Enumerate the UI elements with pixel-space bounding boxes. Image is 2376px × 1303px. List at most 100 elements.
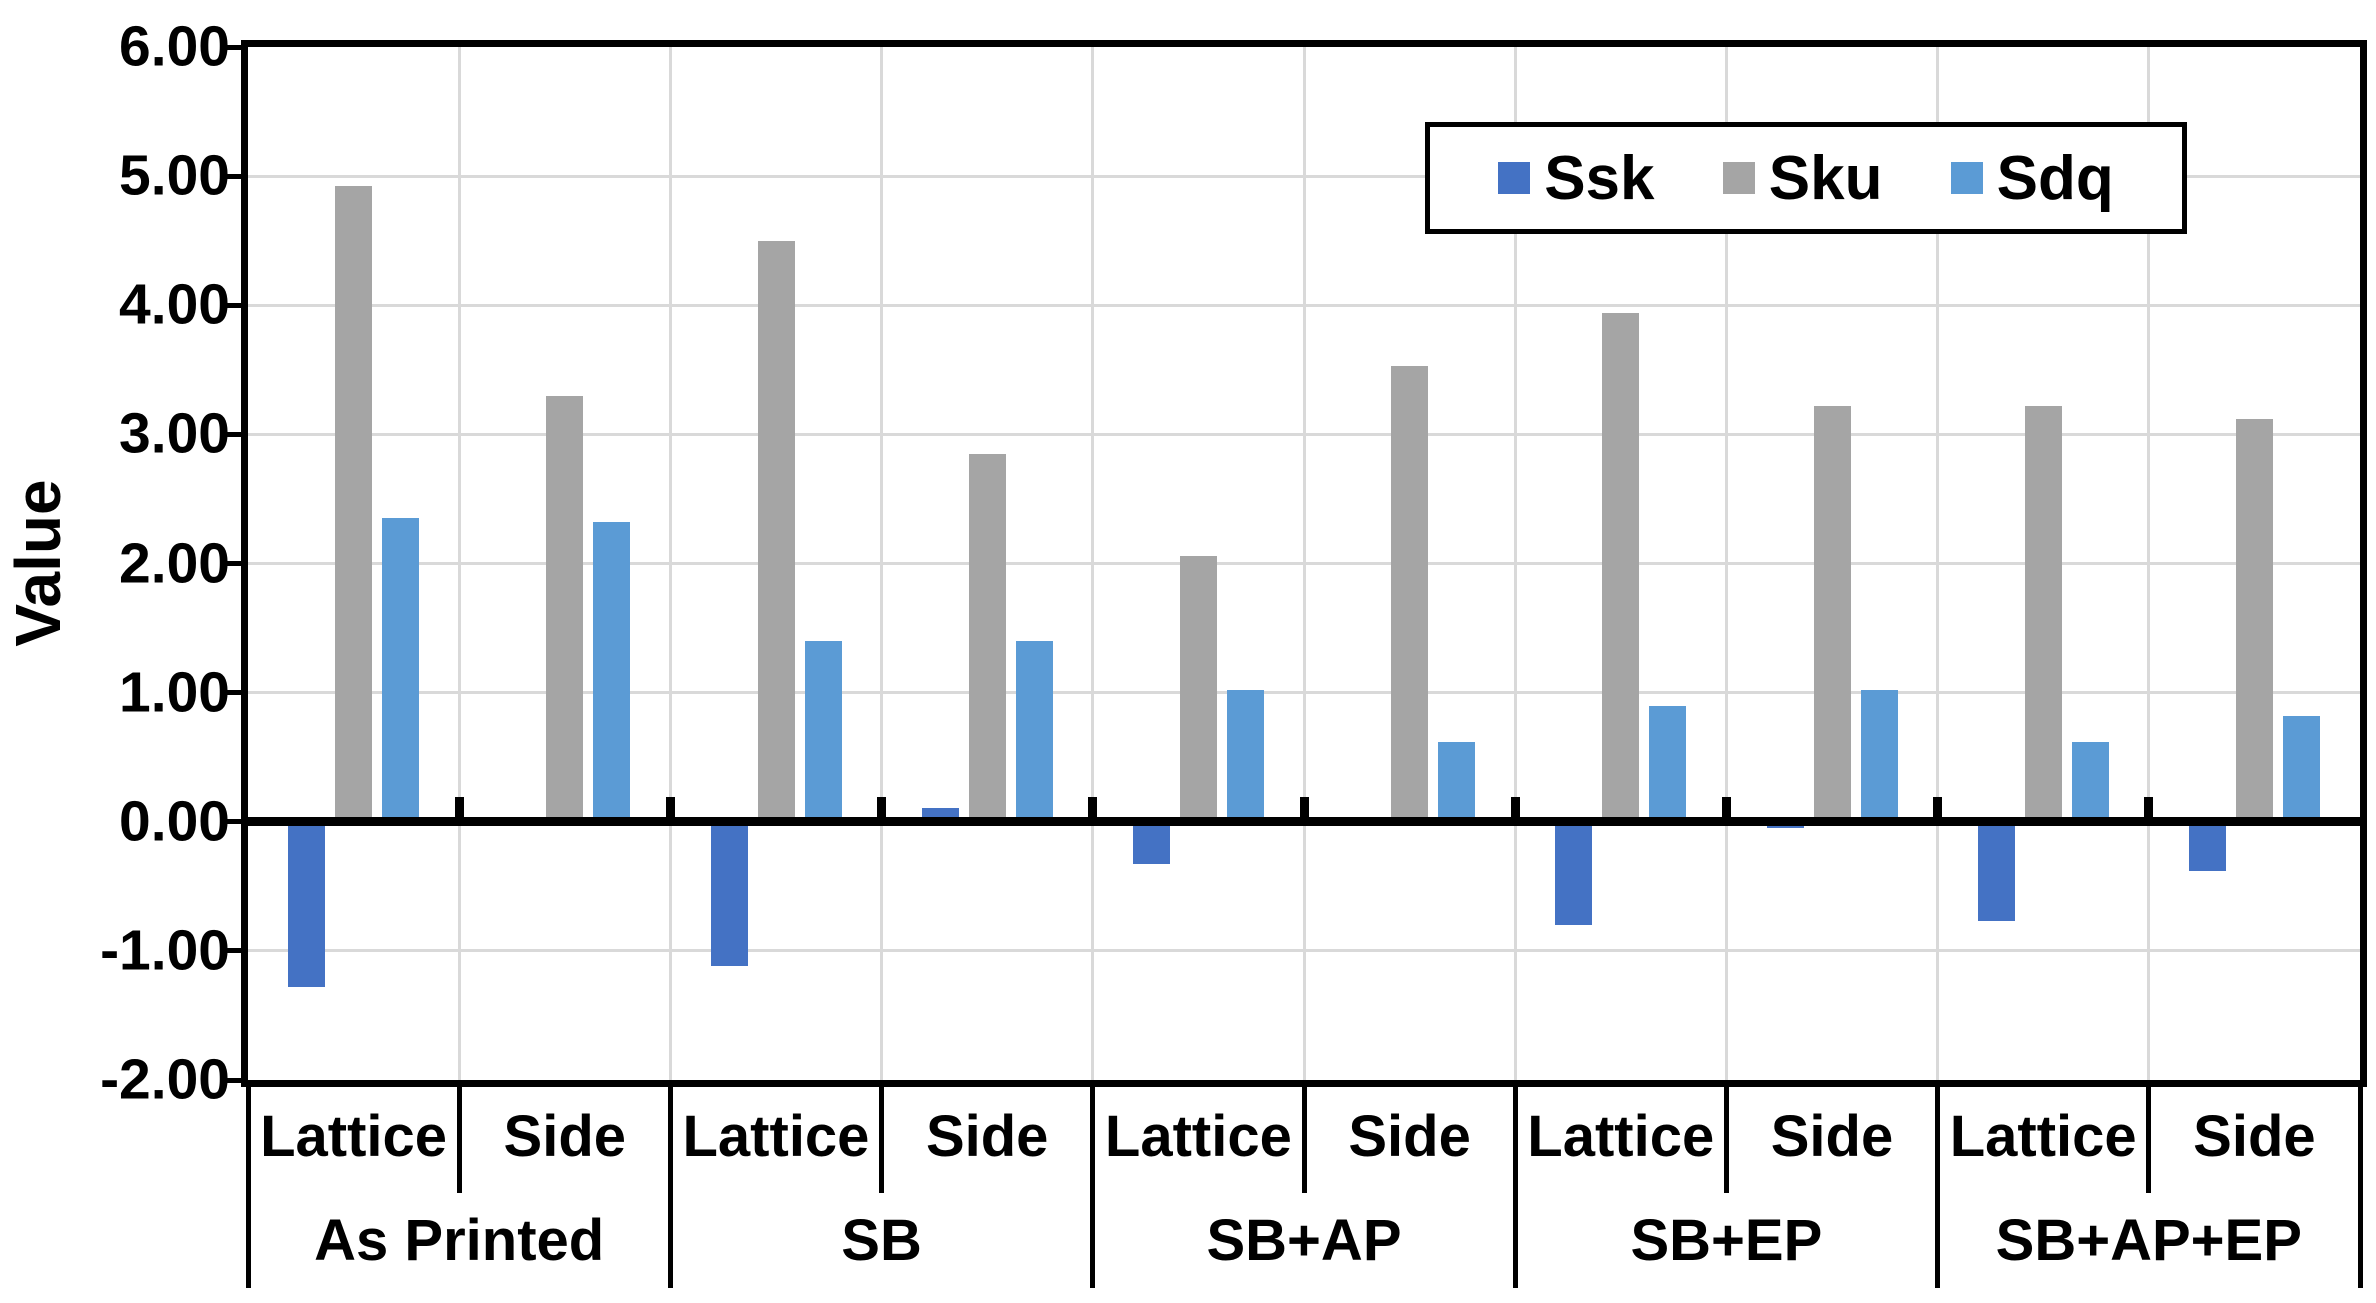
bar-sku-9 bbox=[2235, 418, 2273, 822]
vertical-gridline bbox=[2147, 47, 2151, 1080]
group-label-cell: As Printed bbox=[314, 1208, 605, 1273]
y-axis-tick bbox=[226, 690, 244, 696]
bar-sdq-6 bbox=[1649, 705, 1687, 822]
bar-sku-2 bbox=[757, 240, 795, 822]
bar-ssk-4 bbox=[1132, 821, 1170, 865]
y-axis-tick bbox=[226, 948, 244, 954]
group-separator bbox=[1512, 1080, 1518, 1288]
legend-item-sku: Sku bbox=[1722, 143, 1883, 214]
vertical-gridline bbox=[668, 47, 672, 1080]
y-tick-label: 1.00 bbox=[119, 660, 230, 725]
group-label-cell: SB bbox=[841, 1208, 922, 1273]
group-label-cell: SB+EP bbox=[1630, 1208, 1823, 1273]
subgroup-label-cell: Lattice bbox=[1104, 1104, 1292, 1169]
vertical-gridline bbox=[1513, 47, 1517, 1080]
subgroup-label-cell: Lattice bbox=[682, 1104, 870, 1169]
legend-label: Sku bbox=[1768, 143, 1883, 213]
category-axis-tick bbox=[877, 797, 887, 818]
vertical-gridline bbox=[1724, 47, 1728, 1080]
bar-sku-1 bbox=[546, 395, 584, 822]
bar-ssk-9 bbox=[2188, 821, 2226, 871]
category-axis-tick bbox=[1299, 797, 1309, 818]
y-tick-label: -2.00 bbox=[100, 1047, 230, 1112]
bar-sku-7 bbox=[1813, 405, 1851, 822]
group-separator bbox=[245, 1080, 251, 1288]
group-separator bbox=[2357, 1080, 2363, 1288]
legend-swatch-sku bbox=[1722, 162, 1755, 194]
category-axis-tick bbox=[1721, 797, 1731, 818]
bar-sdq-9 bbox=[2282, 715, 2320, 822]
bar-sdq-3 bbox=[1015, 640, 1053, 822]
subgroup-separator bbox=[879, 1080, 885, 1193]
y-tick-label: 5.00 bbox=[119, 143, 230, 208]
legend-label: Sdq bbox=[1996, 143, 2114, 213]
bar-sku-0 bbox=[335, 186, 373, 822]
y-axis-tick bbox=[226, 1077, 244, 1083]
bar-sdq-0 bbox=[382, 518, 420, 822]
bar-sdq-7 bbox=[1860, 690, 1898, 822]
legend-swatch-sdq bbox=[1950, 162, 1983, 194]
subgroup-label-cell: Side bbox=[2193, 1104, 2316, 1169]
subgroup-separator bbox=[2146, 1080, 2152, 1193]
subgroup-separator bbox=[1723, 1080, 1729, 1193]
group-label-cell: SB+AP bbox=[1206, 1208, 1402, 1273]
y-axis-tick bbox=[226, 819, 244, 825]
category-axis-tick bbox=[1510, 797, 1520, 818]
legend-swatch-ssk bbox=[1498, 162, 1531, 194]
bar-sdq-8 bbox=[2071, 741, 2109, 822]
bar-sku-8 bbox=[2024, 405, 2062, 822]
subgroup-label-cell: Side bbox=[503, 1104, 627, 1169]
group-separator bbox=[1090, 1080, 1096, 1288]
vertical-gridline bbox=[1302, 47, 1306, 1080]
legend-item-sdq: Sdq bbox=[1950, 143, 2114, 214]
bar-ssk-6 bbox=[1555, 821, 1593, 926]
bar-sku-5 bbox=[1391, 365, 1429, 822]
y-tick-label: 3.00 bbox=[119, 401, 230, 466]
group-label-cell: SB+AP+EP bbox=[1995, 1208, 2302, 1273]
y-axis-tick bbox=[226, 431, 244, 437]
subgroup-separator bbox=[1301, 1080, 1307, 1193]
y-axis-tick bbox=[226, 173, 244, 179]
bar-ssk-2 bbox=[710, 821, 748, 967]
y-tick-label: 2.00 bbox=[119, 531, 230, 595]
category-axis-tick bbox=[2144, 797, 2154, 818]
x-axis-zero-line bbox=[248, 817, 2360, 827]
y-tick-label: 0.00 bbox=[119, 789, 230, 854]
vertical-gridline bbox=[880, 47, 884, 1080]
subgroup-label-cell: Side bbox=[1348, 1104, 1471, 1169]
legend-item-ssk: Ssk bbox=[1498, 143, 1655, 214]
y-tick-label: -1.00 bbox=[100, 918, 230, 983]
bar-sku-4 bbox=[1179, 555, 1217, 822]
bar-sdq-2 bbox=[804, 640, 842, 822]
legend-label: Ssk bbox=[1544, 143, 1655, 213]
y-axis-tick bbox=[226, 561, 244, 566]
category-axis-tick bbox=[454, 797, 464, 818]
bar-ssk-0 bbox=[288, 821, 326, 988]
group-separator bbox=[1935, 1080, 1941, 1288]
plot-area bbox=[248, 47, 2360, 1080]
bar-sku-3 bbox=[968, 453, 1006, 822]
subgroup-label-cell: Side bbox=[1770, 1104, 1894, 1169]
subgroup-label-cell: Lattice bbox=[1527, 1104, 1715, 1169]
vertical-gridline bbox=[1936, 47, 1940, 1080]
subgroup-label-cell: Lattice bbox=[1949, 1104, 2137, 1169]
category-axis-tick bbox=[1088, 797, 1098, 818]
y-tick-label: 6.00 bbox=[119, 14, 230, 79]
category-axis-tick bbox=[1933, 797, 1943, 818]
subgroup-label-cell: Lattice bbox=[260, 1104, 448, 1169]
bar-sdq-1 bbox=[593, 522, 631, 822]
y-axis-tick bbox=[226, 302, 244, 308]
legend: Ssk Sku Sdq bbox=[1425, 122, 2187, 234]
bar-sdq-5 bbox=[1438, 741, 1476, 822]
category-axis-tick bbox=[665, 797, 675, 818]
bar-ssk-8 bbox=[1977, 821, 2015, 922]
vertical-gridline bbox=[1091, 47, 1095, 1080]
subgroup-label-cell: Side bbox=[925, 1104, 1049, 1169]
group-separator bbox=[667, 1080, 673, 1288]
y-axis-tick bbox=[226, 44, 244, 50]
subgroup-separator bbox=[456, 1080, 462, 1193]
bar-sdq-4 bbox=[1226, 690, 1264, 822]
y-tick-label: 4.00 bbox=[119, 272, 230, 337]
vertical-gridline bbox=[457, 47, 461, 1080]
